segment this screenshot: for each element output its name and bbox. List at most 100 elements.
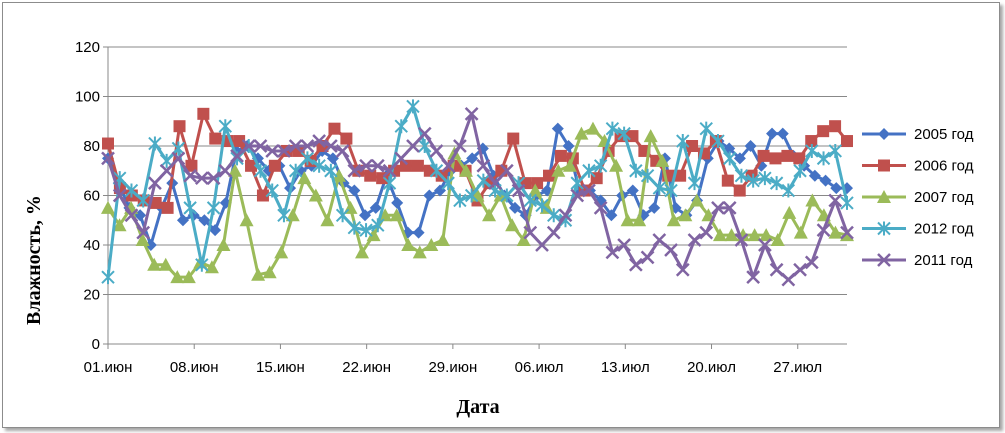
data-point	[101, 270, 115, 285]
data-point	[535, 238, 549, 252]
data-point	[274, 245, 289, 259]
legend-item: 2007 год	[862, 189, 974, 206]
x-axis-title: Дата	[456, 396, 499, 418]
y-axis-title: Влажность, %	[23, 195, 45, 325]
data-point	[733, 152, 746, 165]
data-point	[500, 188, 514, 203]
data-point	[441, 158, 456, 173]
data-point	[458, 163, 473, 177]
data-point	[102, 137, 114, 150]
data-point	[171, 151, 186, 166]
data-point	[435, 233, 450, 247]
data-point	[664, 183, 678, 198]
data-point	[805, 135, 818, 148]
data-point	[464, 188, 479, 203]
legend-label: 2012 год	[914, 221, 974, 238]
data-point	[371, 218, 385, 233]
data-point	[401, 238, 416, 251]
data-point	[769, 262, 784, 277]
data-point	[181, 270, 196, 284]
data-point	[543, 169, 556, 182]
data-point	[558, 208, 573, 223]
data-point	[173, 120, 186, 133]
data-point	[505, 218, 520, 232]
data-point	[326, 152, 339, 165]
data-point	[722, 200, 737, 215]
data-point	[359, 209, 372, 222]
data-point	[218, 163, 233, 178]
data-point	[183, 168, 197, 183]
data-point	[170, 270, 185, 284]
data-point	[256, 189, 269, 202]
series-line	[106, 127, 847, 247]
y-tick-label: 100	[75, 89, 100, 106]
data-point	[574, 126, 589, 140]
data-point	[268, 159, 281, 172]
data-point	[185, 159, 198, 172]
x-tick-label: 13.июл	[601, 359, 650, 376]
data-point	[507, 132, 520, 145]
data-point	[429, 163, 444, 178]
legend-label: 2007 год	[914, 189, 974, 206]
data-point	[499, 163, 514, 178]
data-point	[453, 139, 467, 153]
data-point	[412, 226, 425, 239]
data-point	[323, 139, 338, 153]
data-point	[781, 183, 796, 198]
legend-label: 2011 год	[914, 252, 973, 269]
data-point	[251, 267, 266, 281]
data-point	[277, 144, 291, 158]
data-point	[674, 169, 687, 182]
data-point	[148, 136, 162, 151]
data-point	[721, 174, 734, 187]
data-point	[158, 257, 173, 271]
data-point	[562, 158, 577, 172]
x-tick-label: 06.июл	[515, 359, 564, 376]
data-point	[216, 238, 231, 251]
data-point	[245, 159, 258, 172]
chart-frame	[2, 2, 1000, 428]
data-point	[781, 149, 794, 162]
data-point	[551, 163, 566, 177]
data-point	[605, 209, 618, 222]
data-point	[262, 265, 277, 279]
data-point	[324, 163, 338, 178]
data-point	[369, 201, 382, 214]
data-point	[265, 144, 280, 158]
data-point	[411, 159, 424, 172]
x-tick-label: 22.июн	[342, 359, 391, 376]
data-point	[406, 99, 420, 114]
data-point	[689, 193, 704, 207]
y-tick-label: 40	[83, 237, 100, 254]
data-point	[699, 225, 714, 240]
data-point	[686, 140, 699, 152]
data-point	[149, 196, 162, 209]
data-point	[112, 188, 127, 203]
data-point	[135, 233, 150, 247]
data-point	[359, 223, 373, 238]
data-point	[508, 201, 521, 214]
data-point	[819, 174, 832, 187]
legend-item: 2006 год	[862, 158, 974, 175]
data-point	[744, 140, 757, 152]
y-tick-label: 0	[92, 336, 100, 353]
data-point	[805, 193, 820, 207]
axes	[103, 46, 847, 349]
legend-marker	[877, 190, 891, 203]
data-point	[758, 171, 772, 186]
data-point	[300, 151, 315, 166]
x-tick-label: 15.июн	[256, 359, 305, 376]
data-point	[312, 134, 327, 148]
data-point	[312, 158, 326, 173]
data-point	[112, 218, 127, 232]
data-point	[453, 193, 467, 208]
data-point	[817, 125, 830, 138]
legend-item: 2012 год	[862, 221, 974, 238]
data-point	[516, 233, 531, 247]
data-point	[136, 225, 151, 240]
data-point	[466, 152, 479, 165]
data-point	[793, 152, 806, 165]
data-point	[626, 130, 639, 143]
data-point	[628, 257, 643, 272]
